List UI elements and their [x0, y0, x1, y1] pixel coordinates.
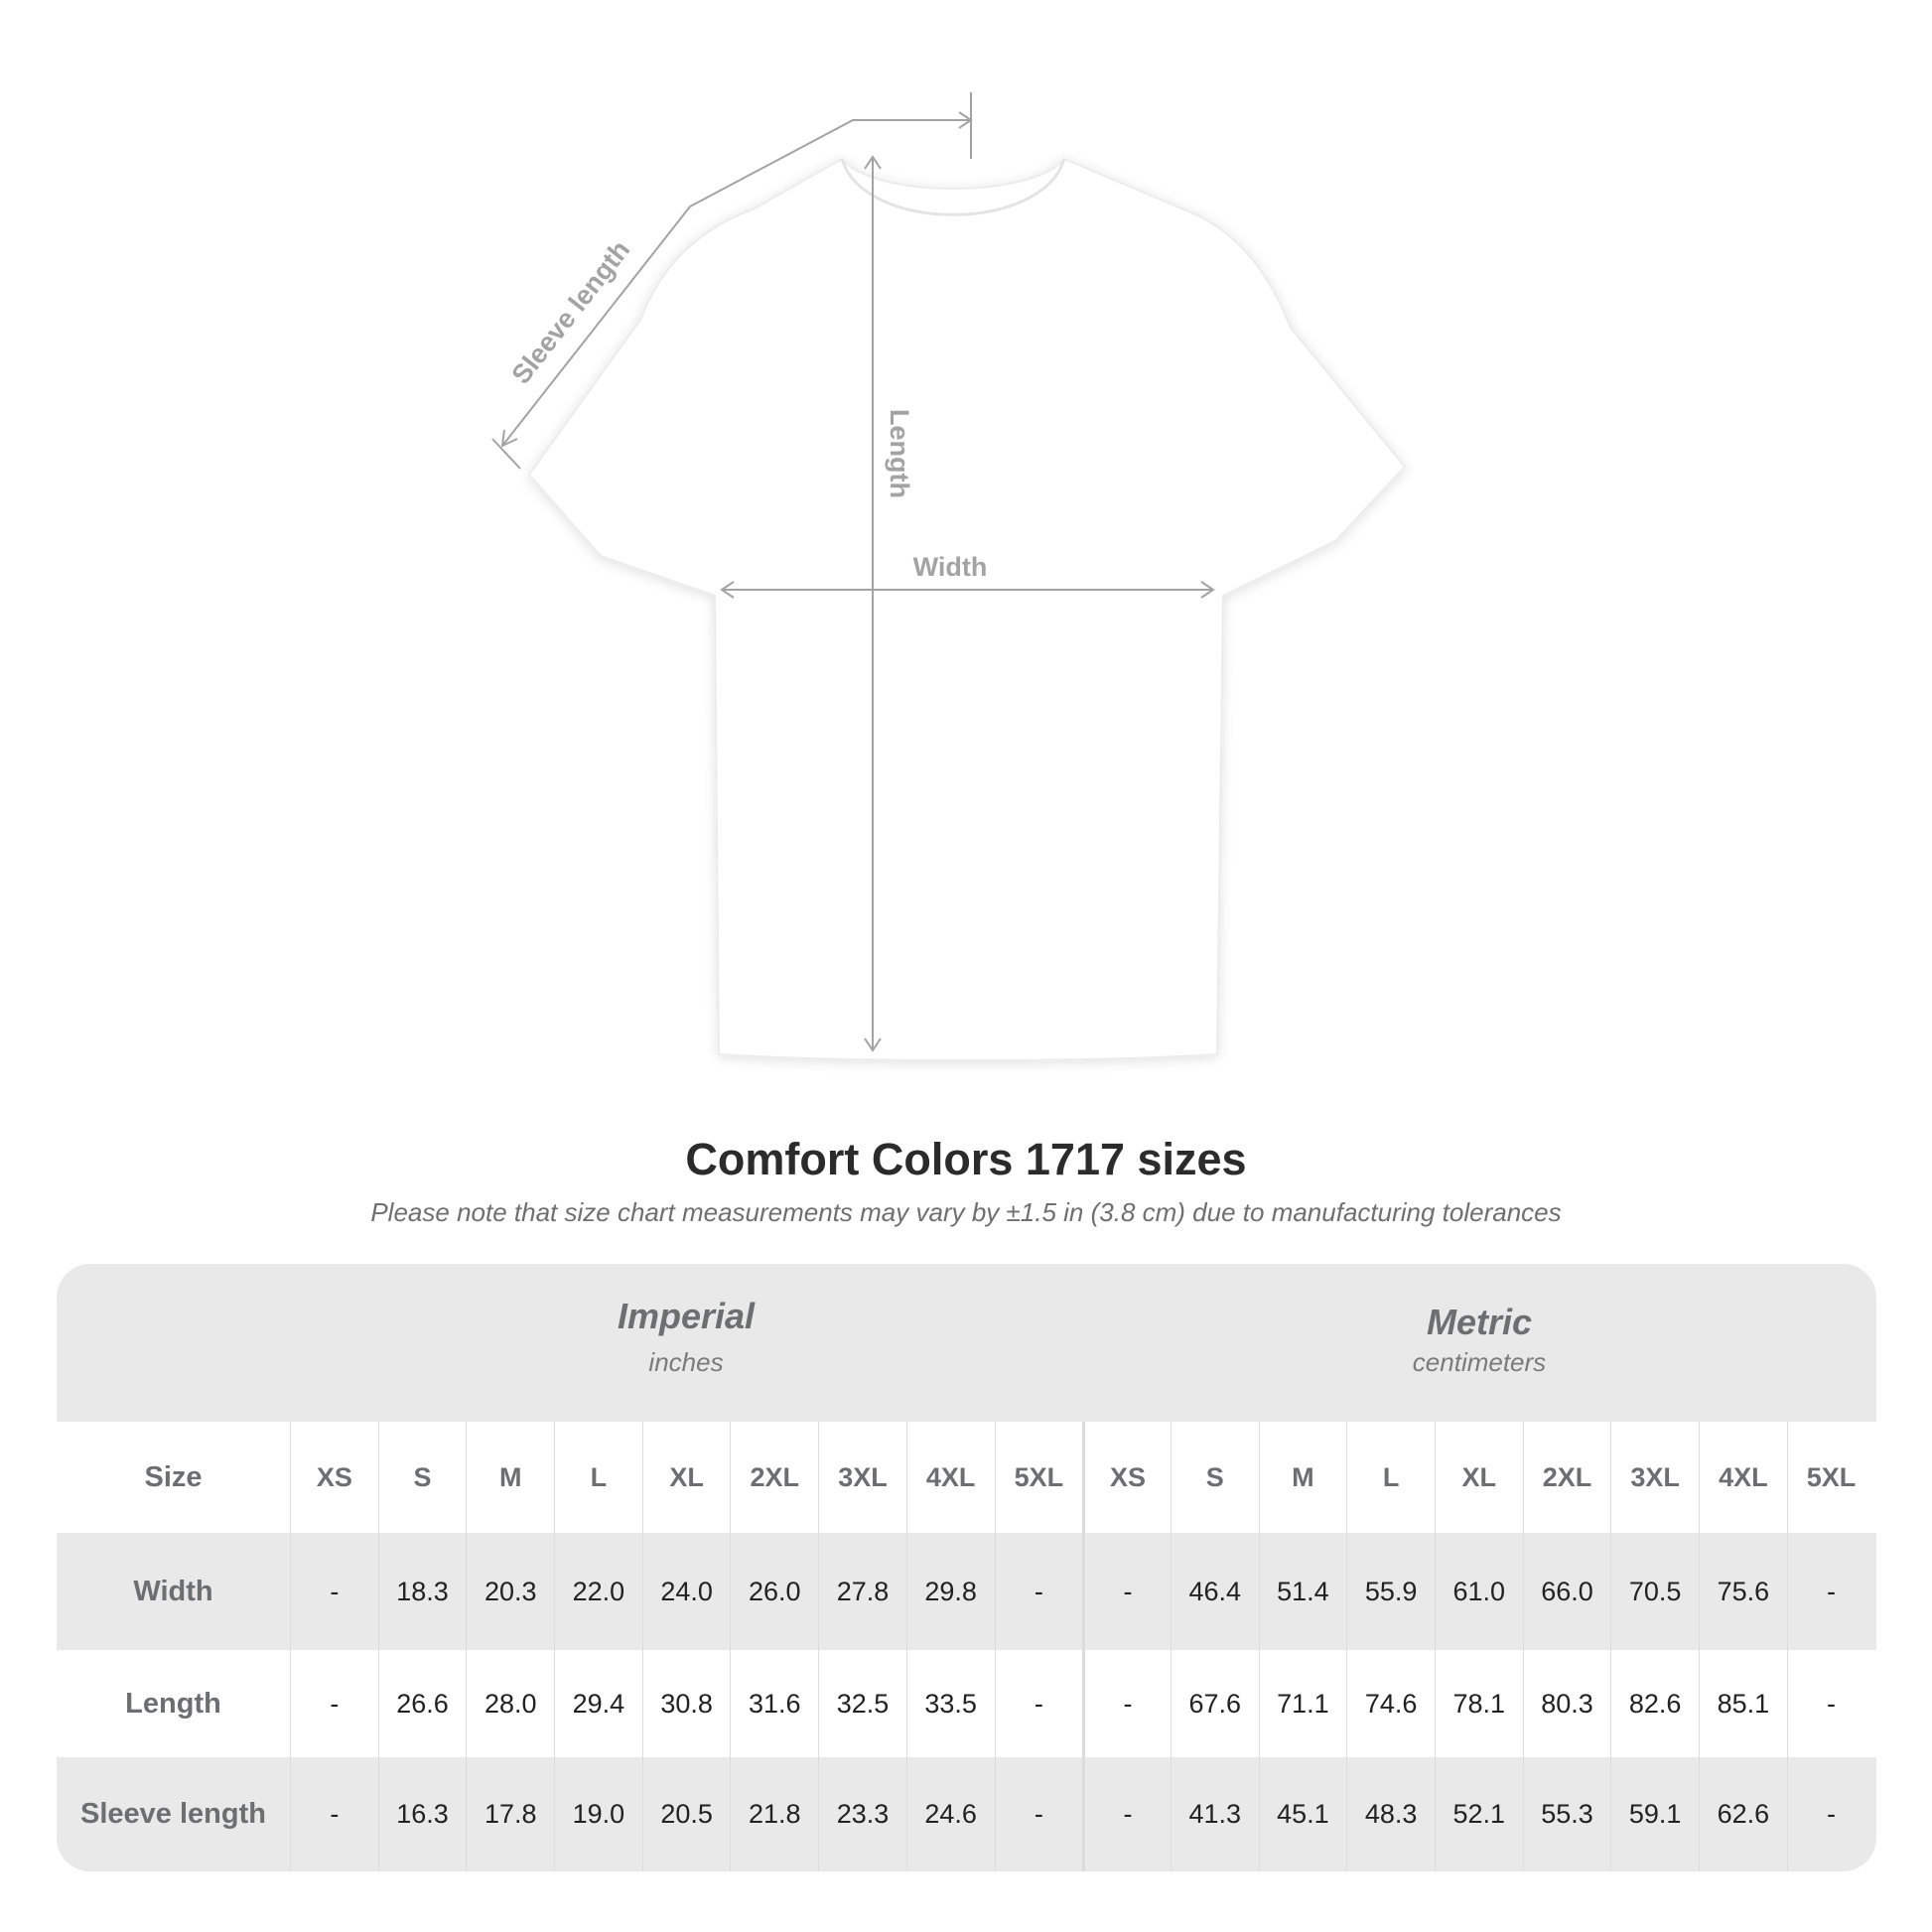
- metric-value-cell: 67.6: [1170, 1650, 1259, 1757]
- imperial-size-xs: XS: [290, 1422, 378, 1533]
- metric-value-cell: 52.1: [1434, 1757, 1523, 1871]
- imperial-value-cell: -: [290, 1533, 378, 1650]
- imperial-size-m: M: [466, 1422, 554, 1533]
- metric-value-cell: 71.1: [1258, 1650, 1347, 1757]
- collar: [840, 158, 1066, 216]
- size-table: Imperial inches Metric centimeters Size X…: [57, 1264, 1876, 1871]
- imperial-value-cell: 27.8: [818, 1533, 906, 1650]
- row-label: Length: [125, 1687, 221, 1720]
- imperial-unit: inches: [648, 1347, 724, 1377]
- metric-value-cell: 70.5: [1610, 1533, 1699, 1650]
- tshirt-image: [527, 157, 1407, 1061]
- metric-title: Metric: [1426, 1302, 1533, 1342]
- imperial-value-cell: 16.3: [377, 1757, 467, 1871]
- imperial-value-cell: 26.6: [377, 1650, 467, 1757]
- imperial-value-cell: 29.4: [554, 1650, 642, 1757]
- imperial-value-cell: 22.0: [554, 1533, 642, 1650]
- imperial-value-cell: -: [994, 1757, 1083, 1871]
- metric-size-5xl: 5XL: [1786, 1422, 1875, 1533]
- width-label: Width: [913, 552, 988, 582]
- imperial-size-4xl: 4XL: [905, 1422, 995, 1533]
- imperial-value-cell: 33.5: [905, 1650, 995, 1757]
- metric-value-cell: 66.0: [1522, 1533, 1611, 1650]
- metric-header: Metric centimeters: [1082, 1264, 1876, 1459]
- metric-value-cell: 45.1: [1258, 1757, 1347, 1871]
- imperial-value-cell: 18.3: [377, 1533, 467, 1650]
- imperial-value-cell: -: [290, 1757, 378, 1871]
- size-header-row: Size XS S M L XL 2XL 3XL 4XL 5XL XS S M L XL 2XL 3XL 4XL 5…: [57, 1422, 1876, 1533]
- metric-value-cell: -: [1786, 1757, 1875, 1871]
- metric-value-cell: 82.6: [1610, 1650, 1699, 1757]
- imperial-size-5xl: 5XL: [994, 1422, 1083, 1533]
- imperial-value-cell: 21.8: [730, 1757, 818, 1871]
- metric-value-cell: -: [1082, 1757, 1171, 1871]
- tshirt-diagram: Sleeve length Length Width: [491, 92, 1407, 1061]
- metric-unit: centimeters: [1412, 1347, 1547, 1377]
- metric-value-cell: 41.3: [1170, 1757, 1259, 1871]
- imperial-value-cell: 23.3: [818, 1757, 906, 1871]
- length-label: Length: [885, 409, 914, 498]
- imperial-size-l: L: [554, 1422, 642, 1533]
- metric-value-cell: -: [1082, 1533, 1171, 1650]
- imperial-value-cell: 20.3: [466, 1533, 554, 1650]
- imperial-value-cell: 30.8: [641, 1650, 731, 1757]
- imperial-size-s: S: [377, 1422, 467, 1533]
- metric-value-cell: 51.4: [1258, 1533, 1347, 1650]
- imperial-value-cell: -: [994, 1650, 1083, 1757]
- metric-size-4xl: 4XL: [1699, 1422, 1787, 1533]
- imperial-value-cell: 20.5: [641, 1757, 731, 1871]
- measure-lines: [491, 92, 1215, 1052]
- metric-size-3xl: 3XL: [1610, 1422, 1699, 1533]
- table-row: Width -18.3 20.3 22.0 24.0 26.0 27.8 29.8- -46.4…: [57, 1533, 1876, 1650]
- metric-value-cell: 74.6: [1346, 1650, 1435, 1757]
- metric-value-cell: 61.0: [1434, 1533, 1523, 1650]
- imperial-size-3xl: 3XL: [818, 1422, 906, 1533]
- imperial-size-xl: XL: [641, 1422, 731, 1533]
- imperial-value-cell: 26.0: [730, 1533, 818, 1650]
- size-label: Size: [144, 1460, 203, 1493]
- metric-size-s: S: [1170, 1422, 1259, 1533]
- imperial-value-cell: 28.0: [466, 1650, 554, 1757]
- imperial-value-cell: 24.0: [641, 1533, 731, 1650]
- row-label: Sleeve length: [80, 1798, 266, 1830]
- imperial-value-cell: -: [290, 1650, 378, 1757]
- metric-value-cell: 75.6: [1699, 1533, 1787, 1650]
- metric-value-cell: 78.1: [1434, 1650, 1523, 1757]
- tolerance-note: Please note that size chart measurements…: [370, 1197, 1562, 1227]
- table-row: Sleeve length -16.3 17.8 19.0 20.5 21.8 23.3 24…: [57, 1757, 1876, 1871]
- metric-value-cell: 62.6: [1699, 1757, 1787, 1871]
- metric-size-2xl: 2XL: [1522, 1422, 1611, 1533]
- sleeve-arrow: [501, 119, 971, 447]
- imperial-value-cell: 29.8: [905, 1533, 995, 1650]
- metric-value-cell: -: [1786, 1533, 1875, 1650]
- imperial-value-cell: -: [994, 1533, 1083, 1650]
- metric-value-cell: -: [1082, 1650, 1171, 1757]
- metric-size-m: M: [1258, 1422, 1347, 1533]
- imperial-value-cell: 17.8: [466, 1757, 554, 1871]
- metric-value-cell: 85.1: [1699, 1650, 1787, 1757]
- metric-value-cell: 59.1: [1610, 1757, 1699, 1871]
- metric-value-cell: 48.3: [1346, 1757, 1435, 1871]
- imperial-value-cell: 24.6: [905, 1757, 995, 1871]
- metric-size-xs: XS: [1082, 1422, 1171, 1533]
- imperial-value-cell: 19.0: [554, 1757, 642, 1871]
- metric-value-cell: 46.4: [1170, 1533, 1259, 1650]
- metric-value-cell: -: [1786, 1650, 1875, 1757]
- metric-value-cell: 80.3: [1522, 1650, 1611, 1757]
- metric-value-cell: 55.3: [1522, 1757, 1611, 1871]
- table-row: Length -26.6 28.0 29.4 30.8 31.6 32.5 33.5- -67.…: [57, 1650, 1876, 1757]
- imperial-value-cell: 31.6: [730, 1650, 818, 1757]
- row-label: Width: [133, 1575, 213, 1607]
- imperial-value-cell: 32.5: [818, 1650, 906, 1757]
- imperial-header: Imperial inches: [290, 1264, 1082, 1453]
- imperial-title: Imperial: [617, 1296, 756, 1336]
- page-title: Comfort Colors 1717 sizes: [685, 1134, 1247, 1184]
- metric-value-cell: 55.9: [1346, 1533, 1435, 1650]
- metric-size-l: L: [1346, 1422, 1435, 1533]
- metric-size-xl: XL: [1434, 1422, 1523, 1533]
- imperial-size-2xl: 2XL: [730, 1422, 818, 1533]
